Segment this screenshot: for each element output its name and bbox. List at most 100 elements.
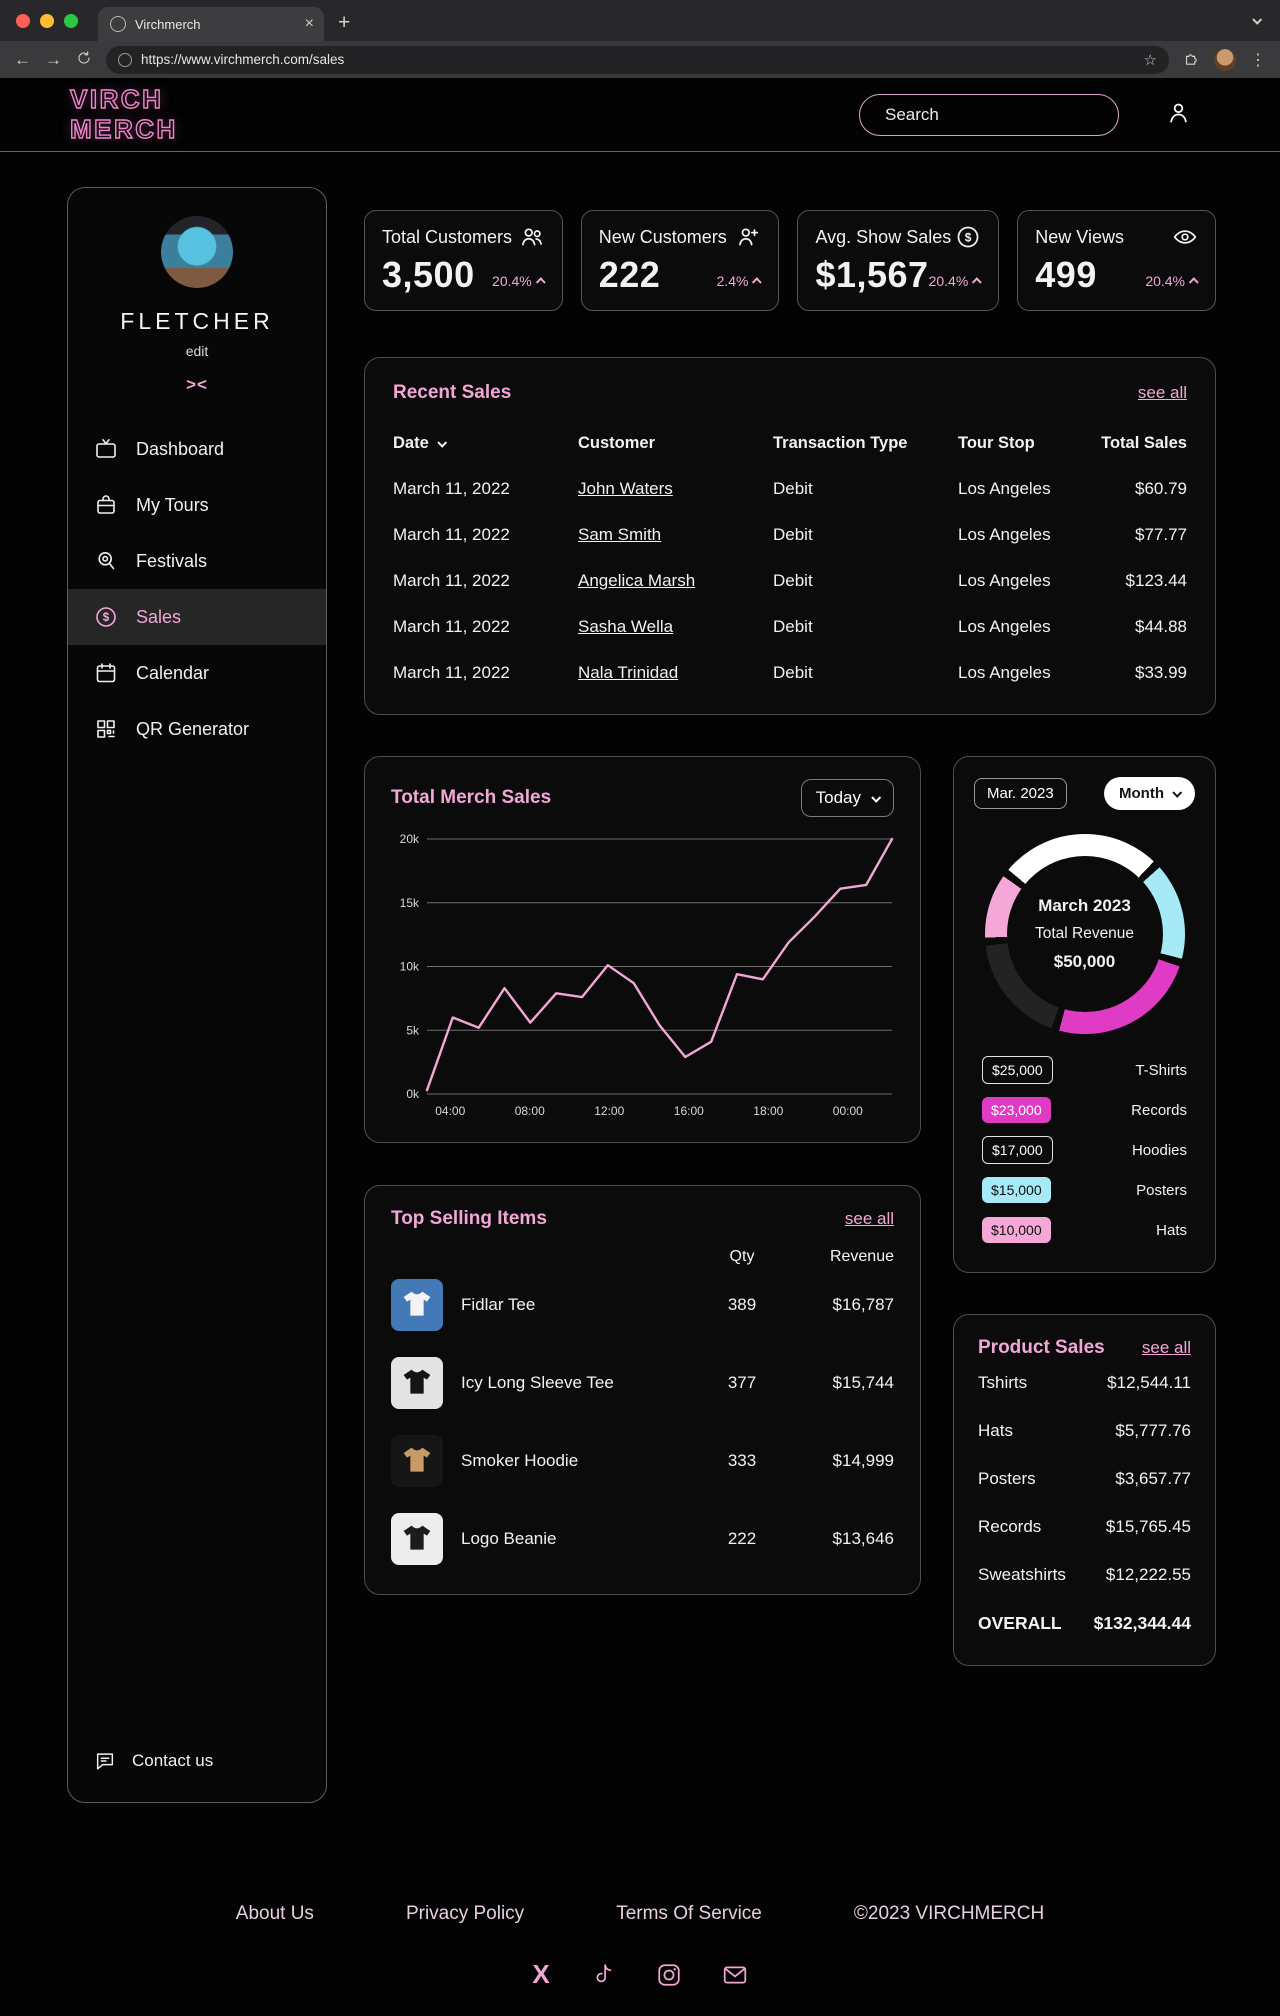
product-category: Records [978, 1517, 1042, 1536]
table-row: March 11, 2022 Sasha Wella Debit Los Ang… [393, 604, 1187, 650]
logo-line-2: MERCH [69, 113, 178, 144]
legend-amount-pill: $25,000 [982, 1056, 1053, 1084]
recent-sales-title: Recent Sales [393, 382, 512, 403]
tours-icon [97, 495, 115, 514]
reload-button[interactable] [76, 50, 92, 69]
tour-stop-header: Tour Stop [958, 433, 1035, 452]
legend-row: $23,000 Records [982, 1090, 1187, 1130]
qr-icon [97, 720, 115, 738]
sidebar-collapse-toggle[interactable]: >< [186, 375, 208, 394]
contact-us-button[interactable]: Contact us [68, 1750, 326, 1772]
product-qty: 377 [727, 1373, 757, 1392]
sale-date: March 11, 2022 [393, 571, 510, 590]
footer-link-about[interactable]: About Us [235, 1903, 314, 1924]
transaction-type: Debit [773, 571, 813, 590]
tour-stop: Los Angeles [958, 525, 1051, 544]
period-dropdown[interactable]: Today [800, 779, 894, 817]
window-zoom-button[interactable] [64, 13, 78, 28]
customer-link[interactable]: Sam Smith [578, 525, 662, 544]
window-close-button[interactable] [16, 13, 30, 28]
top-selling-see-all-link[interactable]: see all [844, 1209, 894, 1228]
stat-value: $1,567 [815, 254, 929, 295]
sale-date: March 11, 2022 [393, 479, 510, 498]
sale-date: March 11, 2022 [393, 663, 510, 682]
customer-link[interactable]: Angelica Marsh [578, 571, 696, 590]
footer-copyright: ©2023 VIRCHMERCH [853, 1903, 1045, 1924]
product-sales-see-all-link[interactable]: see all [1141, 1338, 1191, 1357]
customer-link[interactable]: John Waters [578, 479, 673, 498]
top-selling-list: Fidlar Tee 389 $16,787 Icy Long Sleeve T… [391, 1266, 894, 1578]
stat-label: New Views [1035, 226, 1124, 247]
category-total: $12,222.55 [1105, 1565, 1191, 1584]
forward-button[interactable]: → [45, 50, 62, 69]
chevron-down-icon [1172, 787, 1183, 798]
garment-icon [403, 1447, 431, 1472]
stat-value: 499 [1035, 254, 1097, 295]
footer-link-privacy[interactable]: Privacy Policy [405, 1903, 525, 1924]
customer-link[interactable]: Sasha Wella [578, 617, 674, 636]
stats-row: Total Customers 3,500 20.4% New Customer… [364, 210, 1217, 311]
account-icon[interactable] [1165, 99, 1192, 131]
sidebar-item-my-tours[interactable]: My Tours [68, 477, 326, 533]
month-selector[interactable]: Mar. 2023 [974, 778, 1067, 809]
legend-label: Posters [1136, 1181, 1187, 1199]
svg-text:20k: 20k [400, 832, 420, 846]
recent-sales-see-all-link[interactable]: see all [1137, 383, 1187, 402]
address-bar[interactable]: https://www.virchmerch.com/sales ☆ [106, 45, 1169, 74]
browser-profile-avatar[interactable] [1214, 48, 1236, 71]
tab-close-icon[interactable]: × [304, 15, 314, 32]
bookmark-star-icon[interactable]: ☆ [1143, 51, 1157, 69]
customer-link[interactable]: Nala Trinidad [578, 663, 679, 682]
period-toggle[interactable]: Month [1104, 777, 1195, 810]
sidebar-item-festivals[interactable]: Festivals [68, 533, 326, 589]
tiktok-icon[interactable] [590, 1962, 616, 1988]
browser-toolbar: ← → https://www.virchmerch.com/sales ☆ ⋮ [0, 41, 1280, 78]
svg-text:5k: 5k [406, 1023, 420, 1037]
stat-change: 2.4% [717, 273, 763, 296]
browser-tabstrip: Virchmerch × + [0, 0, 1280, 41]
product-revenue: $16,787 [832, 1295, 894, 1314]
svg-text:$: $ [103, 612, 110, 624]
window-minimize-button[interactable] [40, 13, 54, 28]
new-tab-button[interactable]: + [338, 11, 351, 34]
revenue-header: Revenue [829, 1248, 894, 1265]
search-bar[interactable] [859, 93, 1119, 136]
sidebar-item-dashboard[interactable]: Dashboard [68, 421, 326, 477]
svg-text:15k: 15k [400, 896, 420, 910]
transaction-type: Debit [773, 617, 813, 636]
stat-label: Avg. Show Sales [815, 226, 952, 247]
url-text: https://www.virchmerch.com/sales [141, 52, 345, 67]
site-footer: About Us Privacy Policy Terms Of Service… [0, 1903, 1280, 2016]
sidebar-item-label: My Tours [136, 494, 209, 515]
chat-icon [96, 1753, 114, 1770]
legend-label: Hats [1156, 1221, 1187, 1239]
product-category: Hats [978, 1421, 1013, 1440]
x-icon[interactable]: X [532, 1959, 550, 1989]
product-revenue: $13,646 [832, 1529, 894, 1548]
chevron-down-icon [871, 792, 882, 803]
back-button[interactable]: ← [14, 50, 31, 69]
email-icon[interactable] [722, 1962, 748, 1988]
sidebar-item-sales[interactable]: $ Sales [68, 589, 326, 645]
total-sales-value: $77.77 [1135, 525, 1187, 544]
product-thumbnail [391, 1279, 443, 1331]
virchmerch-logo[interactable]: VIRCH MERCH [69, 84, 178, 144]
footer-link-terms[interactable]: Terms Of Service [616, 1903, 762, 1924]
menu-kebab-icon[interactable]: ⋮ [1250, 51, 1266, 69]
tab-search-chevron-icon[interactable] [1252, 11, 1263, 29]
tour-stop: Los Angeles [958, 571, 1051, 590]
sidebar-item-calendar[interactable]: Calendar [68, 645, 326, 701]
search-input[interactable] [885, 104, 1106, 125]
browser-tab[interactable]: Virchmerch × [98, 7, 324, 41]
table-row: March 11, 2022 Angelica Marsh Debit Los … [393, 558, 1187, 604]
extensions-icon[interactable] [1183, 50, 1200, 70]
legend-row: $17,000 Hoodies [982, 1130, 1187, 1170]
svg-text:08:00: 08:00 [515, 1104, 545, 1118]
date-sort-header[interactable]: Date [393, 434, 578, 453]
sale-date: March 11, 2022 [393, 525, 510, 544]
edit-profile-link[interactable]: edit [185, 343, 209, 359]
merch-sales-line-chart: 20k 15k 10k 5k 0k 04:00 08:00 12:00 16:00 18:00 00… [400, 832, 894, 1118]
instagram-icon[interactable] [656, 1962, 682, 1988]
sidebar-item-qr-generator[interactable]: QR Generator [68, 701, 326, 757]
tv-icon [96, 439, 116, 458]
